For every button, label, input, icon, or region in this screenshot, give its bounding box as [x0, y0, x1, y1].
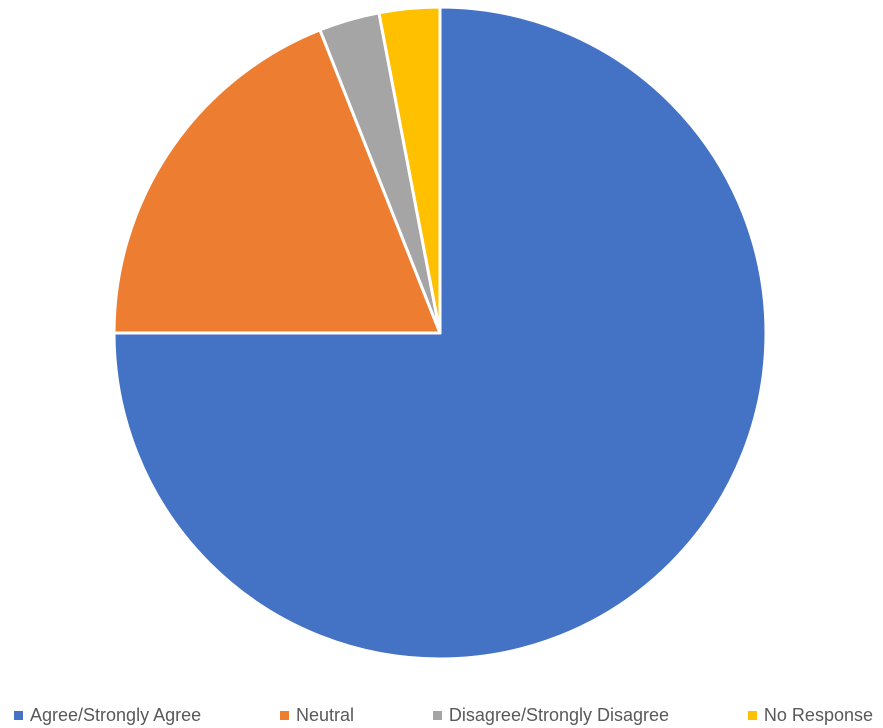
legend-item-agree: Agree/Strongly Agree [14, 705, 201, 726]
slice-neutral [112, 28, 442, 335]
legend-item-neutral: Neutral [280, 705, 354, 726]
pie-slices [112, 5, 768, 661]
legend-label-disagree: Disagree/Strongly Disagree [448, 704, 670, 725]
legend-item-no-response: No Response [747, 704, 873, 726]
legend-item-disagree: Disagree/Strongly Disagree [432, 704, 670, 726]
legend-label-agree: Agree/Strongly Agree [30, 704, 202, 725]
legend-swatch-neutral [280, 710, 289, 720]
legend-swatch-no-response [747, 710, 757, 720]
legend-label-no-response: No Response [763, 704, 873, 725]
legend-label-neutral: Neutral [296, 704, 355, 725]
chart-legend: Agree/Strongly Agree Neutral Disagree/St… [0, 702, 883, 728]
slice-no-response [377, 5, 442, 335]
slice-agree [112, 5, 768, 661]
legend-swatch-disagree [432, 710, 442, 720]
legend-swatch-agree [14, 710, 23, 720]
